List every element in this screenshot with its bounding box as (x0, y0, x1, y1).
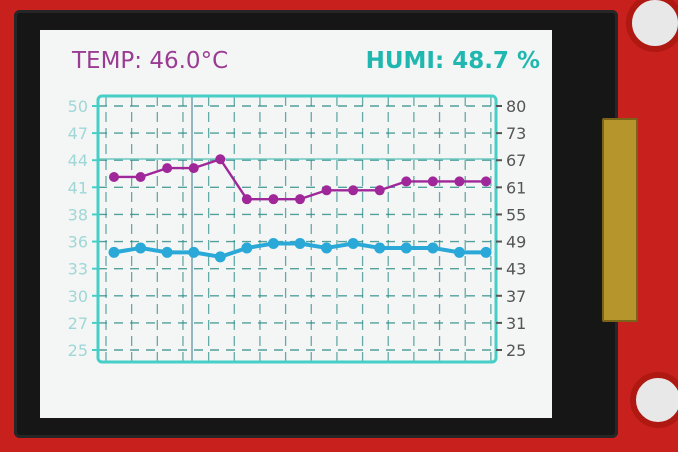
humidity-data-point (453, 246, 465, 258)
left-tick-label: 38 (68, 205, 88, 224)
humidity-data-point (294, 238, 306, 250)
right-axis: 80 73 67 61 55 49 43 37 31 25 (496, 97, 526, 360)
temperature-data-point (295, 194, 305, 205)
humidity-data-point (135, 242, 147, 254)
temperature-data-point (188, 163, 199, 174)
right-tick-label: 31 (506, 314, 526, 333)
humidity-readout: HUMI: 48.7 % (366, 48, 540, 74)
right-tick-label: 67 (506, 151, 526, 170)
right-tick-label: 55 (506, 205, 526, 224)
right-tick-label: 25 (506, 341, 526, 360)
left-tick-label: 27 (68, 314, 88, 333)
temperature-data-point (348, 185, 359, 196)
humidity-data-point (480, 246, 492, 258)
temperature-data-point (401, 176, 412, 187)
temperature-humidity-chart: 50 47 44 41 38 36 33 30 27 25 80 73 67 61 55 49 43 37 31 2… (68, 94, 526, 364)
right-tick-label: 37 (506, 287, 526, 306)
right-tick-label: 80 (506, 97, 526, 116)
right-tick-label: 73 (506, 124, 526, 143)
left-tick-label: 41 (68, 178, 88, 197)
temperature-data-point (135, 171, 146, 182)
humidity-data-point (347, 238, 359, 250)
temperature-label: TEMP: (72, 48, 150, 74)
temperature-data-point (454, 176, 465, 187)
temperature-data-point (268, 194, 279, 205)
humidity-value: 48.7 % (452, 48, 540, 74)
left-tick-label: 50 (68, 97, 88, 116)
humidity-data-point (400, 242, 412, 254)
humidity-data-point (161, 246, 173, 258)
temperature-readout: TEMP: 46.0°C (72, 48, 228, 74)
left-tick-label: 44 (68, 151, 88, 170)
lcd-screen: TEMP: 46.0°C HUMI: 48.7 % 50 47 44 41 38 36 33… (40, 30, 552, 418)
humidity-data-point (321, 242, 333, 254)
right-tick-label: 49 (506, 233, 526, 252)
humidity-data-point (267, 238, 279, 250)
humidity-data-point (108, 246, 120, 258)
chart-grid (98, 96, 496, 362)
humidity-data-point (188, 246, 200, 258)
left-axis: 50 47 44 41 38 36 33 30 27 25 (68, 97, 98, 360)
chart-frame (96, 94, 498, 364)
chart-series (108, 154, 492, 263)
left-tick-label: 30 (68, 287, 88, 306)
flex-cable (602, 118, 638, 322)
temperature-data-point (215, 154, 226, 165)
temperature-data-point (427, 176, 438, 187)
pcb-mounting-hole (630, 372, 678, 428)
left-tick-label: 47 (68, 124, 88, 143)
humidity-data-point (214, 251, 226, 263)
pcb-mounting-hole (626, 0, 678, 52)
right-tick-label: 43 (506, 260, 526, 279)
humidity-label: HUMI: (365, 48, 453, 74)
temperature-data-point (374, 185, 385, 196)
temperature-data-point (241, 194, 252, 205)
temperature-data-point (321, 185, 332, 196)
temperature-value: 46.0°C (149, 48, 229, 74)
humidity-data-point (374, 242, 386, 254)
temperature-data-point (109, 171, 119, 182)
left-tick-label: 25 (68, 341, 88, 360)
left-tick-label: 36 (68, 233, 88, 252)
right-tick-label: 61 (506, 178, 526, 197)
temperature-data-point (162, 163, 173, 174)
left-tick-label: 33 (68, 260, 88, 279)
humidity-data-point (427, 242, 439, 254)
humidity-data-point (241, 242, 253, 254)
temperature-data-point (481, 176, 491, 187)
